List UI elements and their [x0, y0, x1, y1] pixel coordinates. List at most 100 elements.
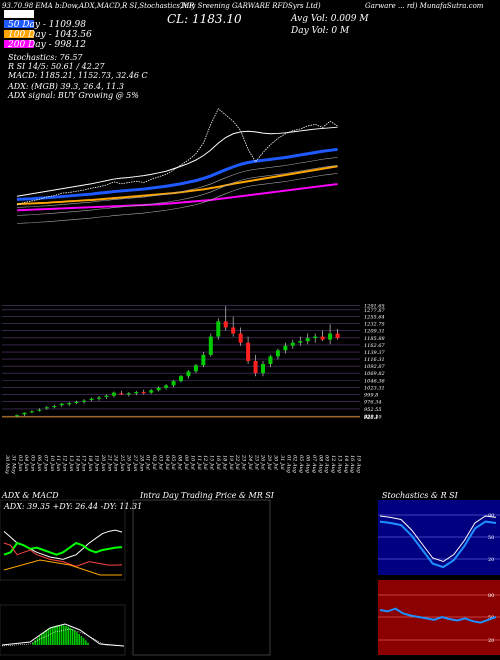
date-tick-label: 09 Jul [183, 455, 189, 470]
rsi-line [379, 607, 497, 624]
macd-histogram-bar [60, 625, 63, 645]
ema20-swatch [4, 10, 34, 18]
date-tick-label: 07 Jun [42, 455, 48, 471]
close-price-label: CL: 1183.10 [167, 12, 242, 26]
candle-body [37, 409, 42, 411]
header-top-line-mid: Tilly Sreening GARWARE RFDSyrs Ltd) [180, 2, 321, 10]
candle-body [328, 333, 333, 340]
price-tick-label: 1046.36 [364, 378, 385, 384]
date-tick-label: 19 Jul [228, 455, 234, 470]
stoch-level-label: 80 [488, 513, 494, 519]
ema20-label: 20 Day - 1161.4 [8, 9, 81, 19]
price-tick-label: 1232.75 [364, 322, 385, 328]
date-tick-label: 03 Jun [17, 455, 23, 471]
stoch-k-line [379, 515, 497, 563]
avg-volume-label: Avg Vol: 0.009 M [291, 14, 369, 24]
date-tick-label: 04 Jun [23, 455, 29, 471]
candle-body [208, 336, 213, 355]
macd-histogram-bar [45, 630, 47, 645]
stoch-d-line [379, 520, 497, 569]
date-tick-label: 16 Jul [215, 455, 221, 470]
date-tick-label: 28 Jun [138, 454, 144, 471]
adx-panel [0, 499, 126, 581]
header-top-line-right: Garware ... rd) MunafaSutra.com [365, 2, 484, 10]
date-tick-label: 05 Jul [170, 455, 176, 470]
date-tick-label: 08 Aug [317, 455, 323, 473]
adx-readout: ADX: (MGB) 39.3, 26.4, 11.3 [8, 82, 124, 91]
candle-body [261, 364, 265, 374]
candle-body [119, 393, 124, 395]
candle-body [275, 350, 280, 357]
ema100-swatch [4, 30, 34, 38]
candle-body [238, 333, 243, 343]
candle-body [164, 385, 169, 388]
price-tick-label: 1291.65 [364, 304, 385, 310]
macd-signal-line [1, 628, 125, 647]
macd-histogram-bar [78, 634, 80, 645]
price-tick-label: 1162.67 [364, 343, 385, 349]
stoch-panel-title: Stochastics & R SI [382, 491, 458, 500]
macd-readout: MACD: 1185.21, 1152.73, 32.46 C [8, 71, 148, 80]
candle-body [82, 400, 87, 402]
date-tick-label: 10 Jul [189, 455, 195, 470]
date-tick-label: 31 May [10, 455, 16, 474]
date-tick-label: 25 Jun [119, 454, 125, 471]
date-tick-label: 05 Jun [30, 455, 36, 471]
candle-body [15, 415, 19, 417]
macd-histogram-bar [32, 642, 34, 645]
candle-body [201, 354, 206, 366]
candle-body [29, 411, 34, 413]
candle-body [290, 342, 295, 346]
date-tick-label: 18 Jun [87, 455, 93, 471]
ema50-label: 50 Day - 1109.98 [8, 20, 86, 30]
macd-histogram-bar [52, 626, 54, 645]
adx-plus_di-line [3, 541, 123, 556]
macd-histogram-bar [58, 625, 61, 645]
date-tick-label: 24 Jun [113, 454, 119, 471]
adx-orange-line [3, 559, 122, 576]
price-tick-label: 1139.37 [364, 350, 385, 356]
day-volume-label: Day Vol: 0 M [291, 26, 350, 36]
macd-histogram-bar [65, 625, 67, 645]
stochastics-panel [378, 500, 500, 575]
date-tick-label: 30 May [4, 455, 10, 474]
date-tick-label: 29 Jul [266, 454, 272, 470]
candle-body [171, 381, 176, 386]
date-tick-label: 19 Aug [356, 455, 362, 473]
date-tick-label: 02 Aug [292, 455, 298, 473]
candle-body [44, 407, 49, 409]
candle-body [320, 336, 325, 340]
candle-body [253, 360, 258, 374]
date-tick-label: 31 Jul [279, 455, 285, 470]
band-line [16, 165, 338, 216]
candle-body [305, 338, 310, 342]
ema200-label: 200 Day - 998.12 [8, 40, 86, 50]
date-tick-label: 23 Jul [241, 454, 247, 470]
date-tick-label: 13 Aug [336, 455, 342, 473]
date-tick-label: 26 Jul [260, 454, 266, 470]
macd-histogram-bar [80, 636, 83, 645]
candle-body [126, 393, 131, 395]
candle-body [298, 341, 303, 343]
macd-histogram-bar [74, 630, 76, 645]
candle-body [179, 376, 183, 382]
stoch-level-label: 50 [488, 535, 494, 541]
macd-histogram-bar [47, 628, 50, 645]
macd-histogram-bar [56, 625, 58, 645]
price-tick-label: 1185.88 [364, 336, 385, 342]
ema100-label: 100 Day - 1043.56 [8, 30, 92, 40]
candle-body [186, 371, 191, 377]
date-tick-label: 13 Jun [68, 455, 74, 471]
date-tick-label: 12 Jul [202, 455, 208, 470]
macd-histogram-bar [69, 627, 72, 645]
price-tick-label: 1092.87 [364, 364, 385, 370]
close-price-line [16, 108, 338, 206]
price-tick-label: 929.1 [364, 414, 378, 420]
macd-histogram-bar [85, 640, 87, 645]
date-tick-label: 08 Jul [177, 455, 183, 470]
date-tick-label: 15 Jul [209, 455, 215, 470]
macd-histogram-bar [38, 636, 41, 645]
date-tick-label: 25 Jul [253, 454, 259, 470]
candle-body [59, 403, 64, 406]
adx-minus_di-line [3, 542, 123, 567]
